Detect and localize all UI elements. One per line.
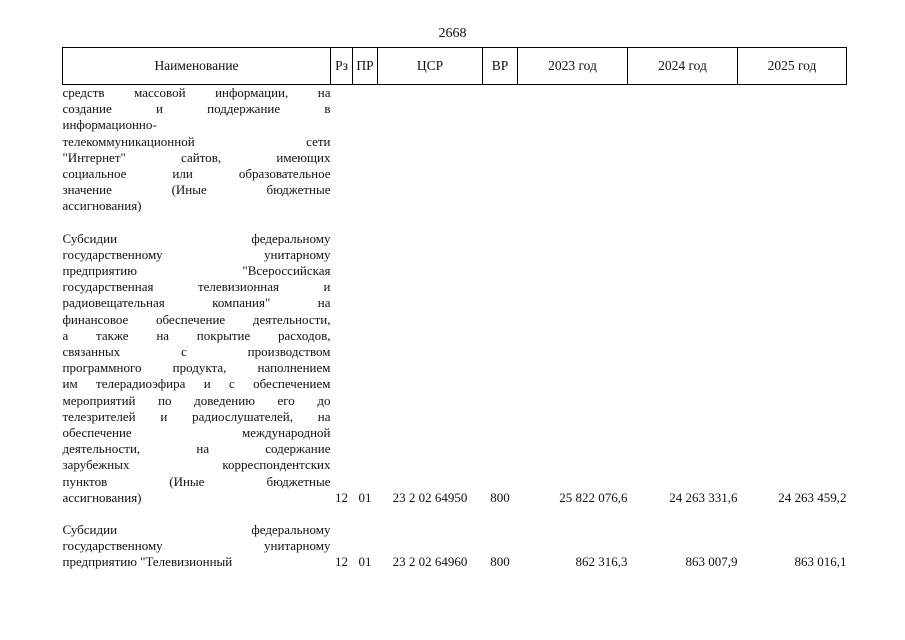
row-2025: 863 016,1: [794, 554, 847, 570]
row-name-line: социальное или образовательное: [62, 166, 331, 182]
row-name-line: государственному унитарному: [62, 246, 331, 262]
row-name-line: а также на покрытие расходов,: [62, 327, 331, 343]
row-name-line: пунктов (Иные бюджетные: [62, 473, 331, 489]
row-pr: [353, 85, 378, 215]
header-csr: ЦСР: [377, 47, 483, 85]
row-name-line: информационно-: [62, 117, 157, 133]
row-rz: 12: [335, 554, 348, 570]
row-name-line: Субсидии федеральному: [62, 522, 331, 538]
row-rz: 12: [335, 489, 348, 505]
header-name: Наименование: [62, 47, 331, 85]
row-name-line: связанных с производством: [62, 344, 331, 360]
table-header-row: Наименование Рз ПР ЦСР ВР 2023 год 2024 …: [62, 47, 847, 85]
row-csr: 23 2 02 64960: [392, 554, 468, 570]
row-spacer: [63, 215, 847, 231]
row-name-line: финансовое обеспечение деятельности,: [62, 311, 331, 327]
row-vr: [483, 85, 518, 215]
row-name-line: программного продукта, наполнением: [62, 360, 331, 376]
row-2024: [628, 85, 738, 215]
row-name-line: средств массовой информации, на: [62, 85, 331, 100]
row-csr: [378, 85, 483, 215]
row-csr: 23 2 02 64950: [392, 489, 468, 505]
row-name-line: обеспечение международной: [62, 425, 331, 441]
row-name-line: значение (Иные бюджетные: [62, 182, 331, 198]
row-name-line: деятельности, на содержание: [62, 441, 331, 457]
row-spacer: [63, 506, 847, 522]
row-2024: 24 263 331,6: [669, 489, 738, 505]
row-rz: [331, 85, 353, 215]
row-name: Субсидии федеральному государственному ун…: [63, 522, 331, 571]
row-name: Субсидии федеральному государственному ун…: [63, 231, 331, 506]
row-name-line: радиовещательная компания" на: [62, 295, 331, 311]
row-vr: 800: [490, 489, 510, 505]
header-rz: Рз: [330, 47, 353, 85]
row-pr: 01: [358, 554, 372, 570]
row-2023: [518, 85, 628, 215]
header-2024: 2024 год: [627, 47, 738, 85]
row-2023: 25 822 076,6: [559, 489, 628, 505]
header-2023: 2023 год: [517, 47, 628, 85]
row-2023: 862 316,3: [575, 554, 628, 570]
row-name-line: предприятию "Всероссийская: [62, 263, 331, 279]
header-vr: ВР: [482, 47, 518, 85]
row-name: средств массовой информации, на создание …: [63, 85, 331, 215]
row-name-line: телезрителей и радиослушателей, на: [62, 408, 331, 424]
row-name-line: государственному унитарному: [62, 538, 331, 554]
row-name-line: ассигнования): [62, 198, 142, 214]
page-number: 2668: [438, 26, 467, 41]
budget-table: Наименование Рз ПР ЦСР ВР 2023 год 2024 …: [62, 47, 847, 571]
table-row: Субсидии федеральному государственному ун…: [63, 522, 847, 571]
row-name-line: мероприятий по доведению его до: [62, 392, 331, 408]
header-pr: ПР: [352, 47, 378, 85]
row-name-line: зарубежных корреспондентских: [62, 457, 331, 473]
row-name-line: Субсидии федеральному: [62, 230, 331, 246]
row-vr: 800: [490, 554, 510, 570]
table-row: средств массовой информации, на создание …: [63, 85, 847, 215]
row-name-line: государственная телевизионная и: [62, 279, 331, 295]
row-name-line: ассигнования): [62, 489, 142, 505]
row-pr: 01: [358, 489, 372, 505]
row-name-line: создание и поддержание в: [62, 101, 331, 117]
table-row: Субсидии федеральному государственному ун…: [63, 231, 847, 506]
row-2025: [738, 85, 847, 215]
row-2025: 24 263 459,2: [778, 489, 847, 505]
row-name-line: "Интернет" сайтов, имеющих: [62, 149, 331, 165]
row-2024: 863 007,9: [685, 554, 738, 570]
row-name-line: телекоммуникационной сети: [62, 133, 331, 149]
header-2025: 2025 год: [737, 47, 847, 85]
row-name-line: предприятию "Телевизионный: [62, 554, 233, 570]
row-name-line: им телерадиоэфира и с обеспечением: [62, 376, 331, 392]
